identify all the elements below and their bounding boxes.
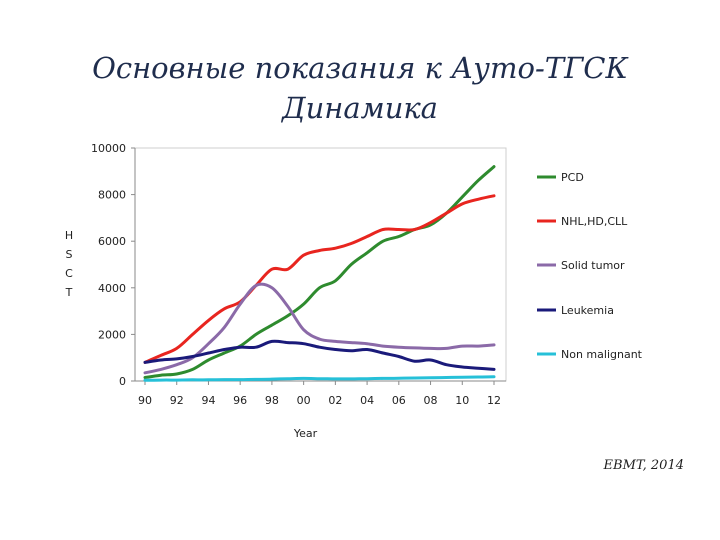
legend-label-non-malignant: Non malignant — [561, 348, 643, 361]
chart-axes: 0 2000 4000 6000 8000 10000 90 92 94 96 98 00 02 04 06… — [65, 142, 507, 440]
x-tick-label: 10 — [455, 394, 469, 407]
x-tick-label: 92 — [170, 394, 184, 407]
x-tick-label: 06 — [392, 394, 406, 407]
x-tick-label: 94 — [201, 394, 215, 407]
x-tick-label: 96 — [233, 394, 247, 407]
x-tick-label: 12 — [487, 394, 501, 407]
title-line-1: Основные показания к Ауто-ТГСК — [92, 51, 628, 85]
y-tick-label: 2000 — [98, 328, 126, 341]
legend-label-solid-tumor: Solid tumor — [561, 259, 625, 272]
y-tick-label: 0 — [119, 375, 126, 388]
chart-legend: PCD NHL,HD,CLL Solid tumor Leukemia Non mali… — [537, 171, 643, 361]
y-axis-title-char: T — [65, 286, 73, 299]
x-axis-title: Year — [293, 427, 318, 440]
legend-label-pcd: PCD — [561, 171, 584, 184]
x-tick-label: 04 — [360, 394, 374, 407]
series-line-solid-tumor — [143, 282, 496, 375]
y-axis-title-char: S — [66, 248, 73, 261]
series-line-leukemia — [143, 339, 496, 371]
slide-title: Основные показания к Ауто-ТГСК Динамика — [0, 48, 720, 128]
series-line-non-malignant — [143, 375, 496, 382]
y-tick-label: 4000 — [98, 282, 126, 295]
x-tick-label: 02 — [328, 394, 342, 407]
title-line-2: Динамика — [282, 91, 438, 125]
y-tick-label: 10000 — [91, 142, 126, 155]
x-tick-label: 90 — [138, 394, 152, 407]
y-axis-title-char: H — [65, 229, 73, 242]
legend-label-leukemia: Leukemia — [561, 304, 614, 317]
x-tick-label: 00 — [297, 394, 311, 407]
y-axis-title-char: C — [65, 267, 73, 280]
x-tick-label: 98 — [265, 394, 279, 407]
x-tick-label: 08 — [424, 394, 438, 407]
legend-label-nhl-hd-cll: NHL,HD,CLL — [561, 215, 628, 228]
y-tick-label: 8000 — [98, 189, 126, 202]
source-label: EBMT, 2014 — [603, 458, 684, 473]
series-line-nhl-hd-cll — [143, 194, 496, 364]
chart-series-lines — [143, 165, 496, 382]
series-line-pcd — [143, 165, 496, 379]
y-tick-label: 6000 — [98, 235, 126, 248]
